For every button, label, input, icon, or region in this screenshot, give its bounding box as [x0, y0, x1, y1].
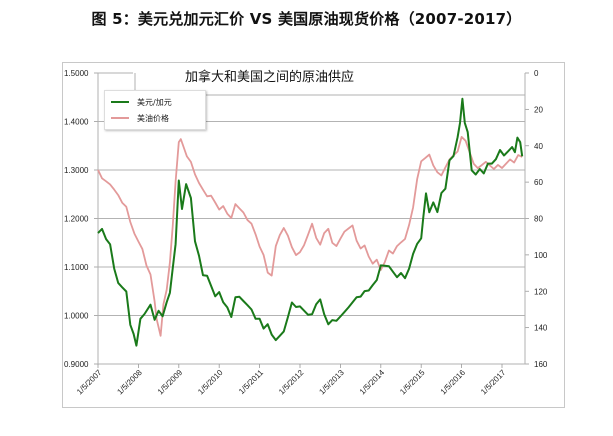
- figure-title: 图 5：美元兑加元汇价 VS 美国原油现货价格（2007-2017）: [91, 10, 522, 28]
- oil-price-line: [97, 135, 523, 337]
- x-tick-label: 1/5/2014: [358, 368, 387, 397]
- legend-label-usdcad: 美元/加元: [137, 97, 172, 107]
- gridlines: [98, 121, 525, 316]
- legend-item-usdcad: 美元/加元: [111, 96, 172, 108]
- y-right-tick-label: 20: [534, 105, 543, 114]
- y-left-tick-label: 1.2000: [64, 215, 89, 224]
- x-tick-label: 1/5/2015: [398, 368, 427, 397]
- y-right-tick-label: 100: [534, 251, 548, 260]
- x-tick-label: 1/5/2009: [156, 368, 185, 397]
- legend-swatch-pink: [111, 117, 129, 119]
- y-right-tick-label: 160: [534, 360, 548, 369]
- y-left-tick-label: 1.0000: [64, 312, 89, 321]
- x-tick-label: 1/5/2012: [277, 368, 306, 397]
- y-right-tick-label: 40: [534, 142, 543, 151]
- legend-item-oil: 美油价格: [111, 112, 169, 124]
- series-lines: [97, 97, 524, 347]
- y-right-tick-label: 80: [534, 215, 543, 224]
- x-tick-label: 1/5/2008: [115, 368, 144, 397]
- legend-swatch-green: [111, 101, 129, 103]
- chart-frame: [62, 62, 565, 408]
- chart-title: 加拿大和美国之间的原油供应: [185, 70, 355, 85]
- x-tick-label: 1/5/2017: [479, 368, 508, 397]
- y-left-tick-label: 1.5000: [64, 69, 89, 78]
- y-left-tick-label: 1.3000: [64, 166, 89, 175]
- axes: [94, 72, 529, 368]
- y-left-tick-label: 1.1000: [64, 263, 89, 272]
- y-left-tick-label: 1.4000: [64, 118, 89, 127]
- x-tick-label: 1/5/2010: [196, 368, 225, 397]
- y-right-tick-label: 60: [534, 178, 543, 187]
- x-tick-label: 1/5/2007: [75, 368, 104, 397]
- legend: 美元/加元 美油价格: [104, 90, 206, 130]
- legend-label-oil: 美油价格: [137, 113, 169, 123]
- x-tick-label: 1/5/2011: [237, 368, 265, 396]
- y-right-tick-label: 140: [534, 324, 548, 333]
- usdcad-line: [97, 97, 524, 347]
- y-right-tick-label: 120: [534, 287, 548, 296]
- y-left-tick-label: 0.9000: [64, 360, 89, 369]
- x-tick-label: 1/5/2016: [439, 368, 468, 397]
- x-tick-label: 1/5/2013: [317, 368, 346, 397]
- y-right-tick-label: 0: [534, 69, 539, 78]
